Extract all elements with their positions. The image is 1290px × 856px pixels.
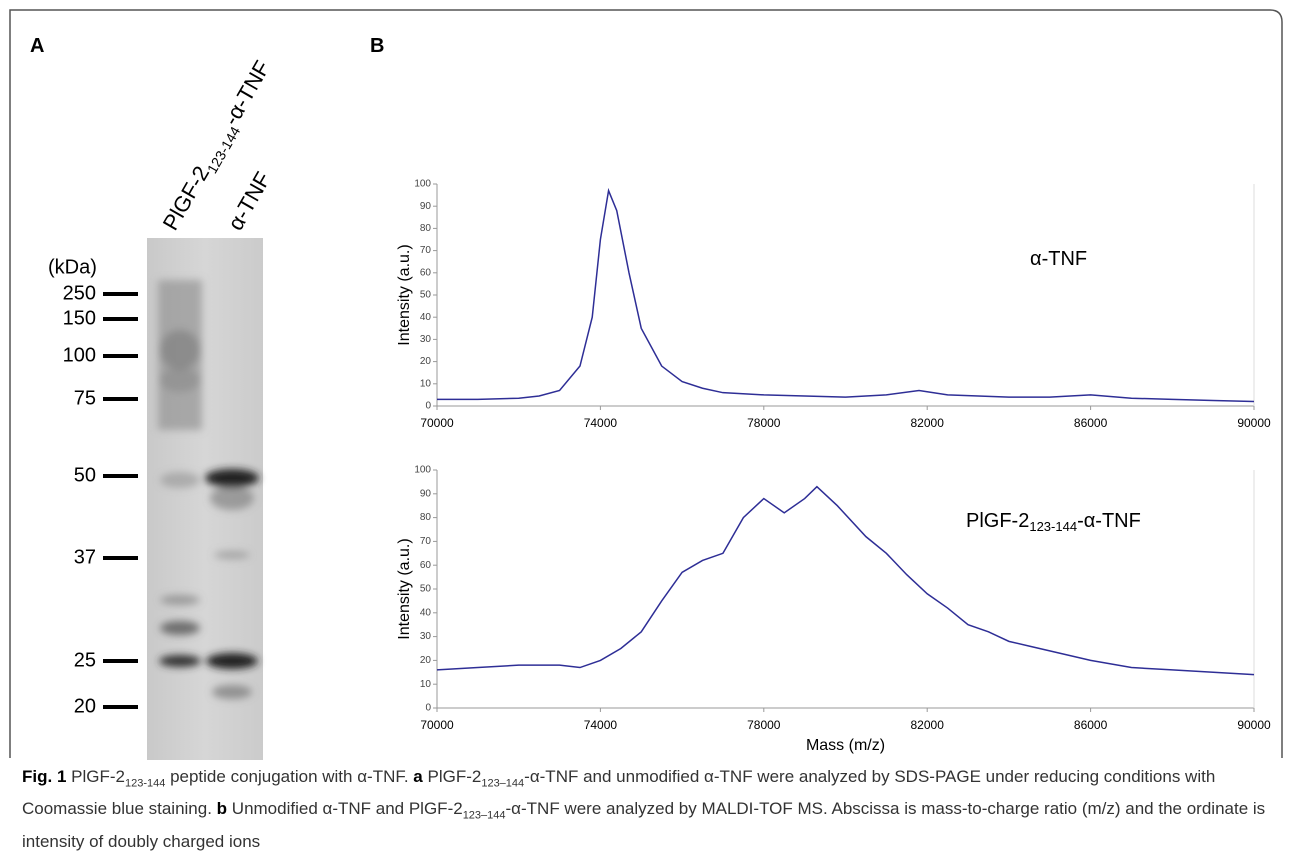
y-tick-label: 80 — [420, 223, 432, 234]
y-tick-label: 40 — [420, 607, 432, 618]
y-tick-label: 0 — [425, 703, 431, 714]
x-axis-label: Mass (m/z) — [806, 737, 885, 754]
y-tick-label: 90 — [420, 201, 432, 212]
x-tick-label: 90000 — [1237, 718, 1271, 732]
y-tick-label: 60 — [420, 267, 432, 278]
marker-label: 150 — [63, 307, 96, 329]
y-tick-label: 60 — [420, 560, 432, 571]
y-tick-label: 50 — [420, 584, 432, 595]
y-tick-label: 50 — [420, 290, 432, 301]
spectrum-line — [436, 485, 1255, 676]
y-tick-label: 20 — [420, 655, 432, 666]
marker-label: 100 — [63, 344, 96, 366]
y-tick-label: 80 — [420, 512, 432, 523]
x-tick-label: 74000 — [584, 718, 618, 732]
x-tick-label: 86000 — [1074, 718, 1108, 732]
y-tick-label: 0 — [425, 401, 431, 412]
y-tick-label: 100 — [414, 179, 431, 190]
y-axis-label: Intensity (a.u.) — [396, 538, 413, 639]
annotation: α-TNF — [1030, 248, 1087, 270]
y-tick-label: 70 — [420, 536, 432, 547]
lane-label: PlGF-2123-144-α-TNF — [158, 56, 279, 236]
annotation-part: PlGF-2 — [966, 510, 1029, 532]
x-tick-label: 82000 — [911, 718, 945, 732]
panel-label: B — [370, 35, 384, 57]
y-tick-label: 30 — [420, 334, 432, 345]
x-tick-label: 90000 — [1237, 416, 1271, 430]
figure: A B PlGF-2123-144-α-TNF α-TNF (kDa) 2501… — [9, 9, 1283, 760]
x-tick-label: 78000 — [747, 718, 781, 732]
y-tick-label: 100 — [414, 465, 431, 476]
y-tick-label: 30 — [420, 631, 432, 642]
x-tick-label: 70000 — [420, 718, 454, 732]
x-tick-label: 86000 — [1074, 416, 1108, 430]
x-tick-label: 78000 — [747, 416, 781, 430]
marker-label: 75 — [74, 387, 96, 409]
y-tick-label: 20 — [420, 356, 432, 367]
annotation-part: α-TNF — [1030, 248, 1087, 270]
y-tick-label: 10 — [420, 679, 432, 690]
annotation-part: -α-TNF — [1077, 510, 1141, 532]
figure-border — [9, 9, 1283, 758]
unit-label: (kDa) — [48, 256, 97, 278]
y-tick-label: 10 — [420, 378, 432, 389]
marker-label: 250 — [63, 282, 96, 304]
annotation: PlGF-2123-144-α-TNF — [966, 510, 1141, 534]
spectrum-line — [437, 187, 1255, 403]
panel-label: A — [30, 35, 44, 57]
caption: Fig. 1 PlGF-2123-144 peptide conjugation… — [22, 767, 1266, 851]
marker-label: 25 — [74, 649, 96, 671]
annotation-part: 123-144 — [1029, 519, 1077, 534]
x-tick-label: 82000 — [911, 416, 945, 430]
y-tick-label: 70 — [420, 245, 432, 256]
x-tick-label: 74000 — [584, 416, 618, 430]
marker-label: 20 — [74, 695, 96, 717]
gel — [147, 238, 263, 760]
y-tick-label: 90 — [420, 488, 432, 499]
lane-label: α-TNF — [223, 168, 276, 235]
x-tick-label: 70000 — [420, 416, 454, 430]
marker-label: 50 — [74, 464, 96, 486]
marker-label: 37 — [74, 546, 96, 568]
y-axis-label: Intensity (a.u.) — [396, 244, 413, 345]
y-tick-label: 40 — [420, 312, 432, 323]
